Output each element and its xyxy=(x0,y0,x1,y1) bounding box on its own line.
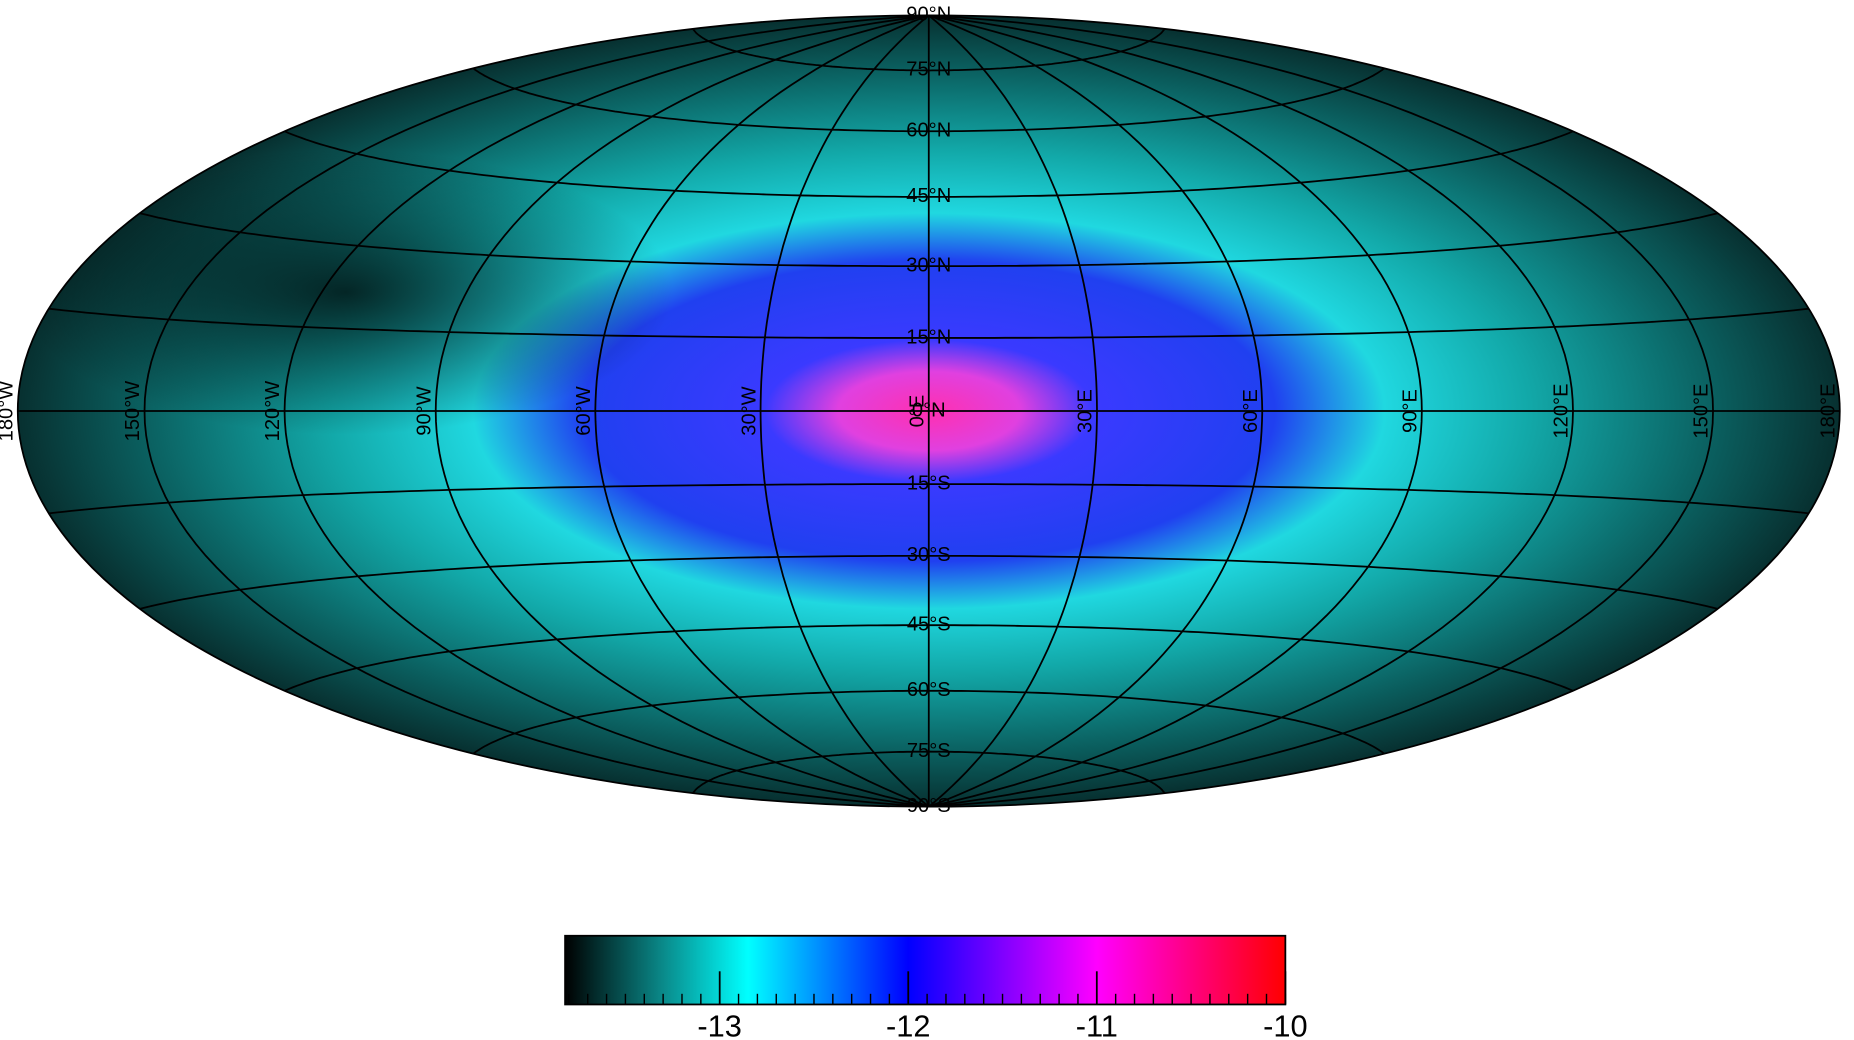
lon-label: 180°W xyxy=(0,381,17,442)
lon-label: 150°W xyxy=(122,381,144,442)
lon-label: 90°E xyxy=(1399,389,1421,433)
lon-label: 0°E xyxy=(906,395,928,428)
lat-label: 15°S xyxy=(907,472,951,494)
lat-label: 45°N xyxy=(906,185,951,207)
lat-label: 60°S xyxy=(907,679,951,701)
page: 90°N75°N60°N45°N30°N15°N0°N15°S30°S45°S6… xyxy=(0,0,1854,1040)
lat-label: 90°N xyxy=(906,4,951,26)
lon-label: 180°E xyxy=(1817,383,1839,438)
colorbar-tick-label: -12 xyxy=(886,1008,931,1040)
lon-label: 150°E xyxy=(1691,383,1713,438)
sky-map: 90°N75°N60°N45°N30°N15°N0°N15°S30°S45°S6… xyxy=(0,0,1854,1040)
colorbar-tick-label: -10 xyxy=(1263,1008,1308,1040)
lon-label: 120°W xyxy=(262,381,284,442)
lat-label: 30°N xyxy=(906,255,951,277)
lat-label: 60°N xyxy=(906,120,951,142)
lat-label: 15°N xyxy=(906,326,951,348)
lat-label: 90°S xyxy=(907,795,951,817)
lat-label: 45°S xyxy=(907,613,951,635)
lat-label: 30°S xyxy=(907,544,951,566)
colorbar xyxy=(565,936,1285,1005)
colorbar-tick-label: -13 xyxy=(697,1008,742,1040)
lon-label: 30°E xyxy=(1075,389,1097,433)
lon-label: 60°W xyxy=(573,386,595,435)
lon-label: 120°E xyxy=(1551,383,1573,438)
lon-label: 60°E xyxy=(1240,389,1262,433)
lat-label: 75°S xyxy=(907,740,951,762)
lon-label: 30°W xyxy=(738,386,760,435)
colorbar-tick-label: -11 xyxy=(1076,1008,1118,1040)
lat-label: 75°N xyxy=(906,59,951,81)
lon-label: 90°W xyxy=(413,386,435,435)
